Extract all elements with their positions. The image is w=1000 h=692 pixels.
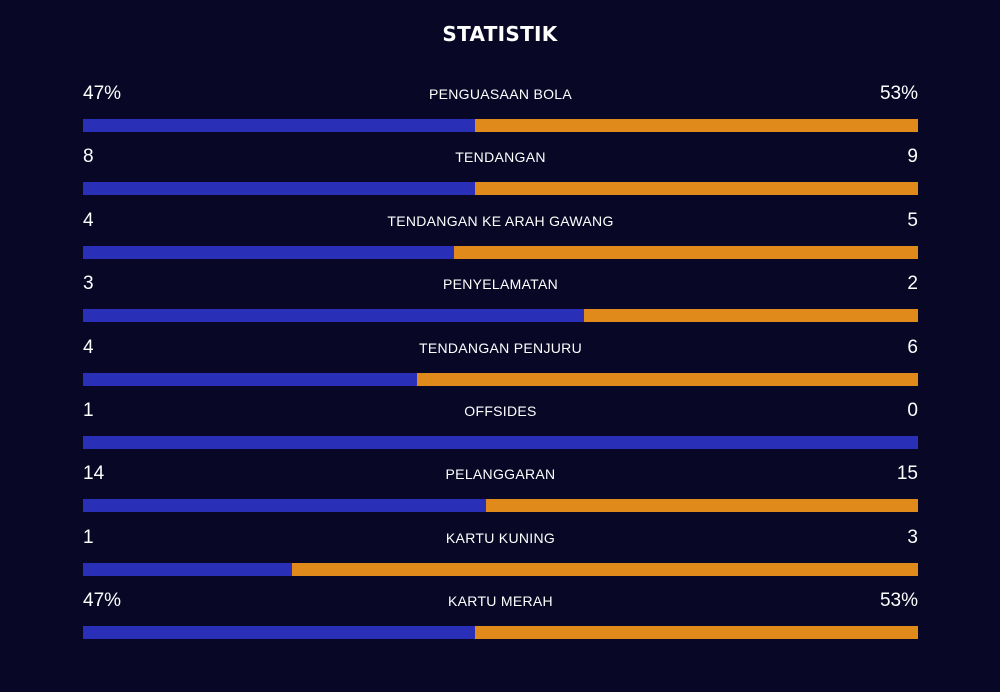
away-bar-segment (417, 372, 918, 386)
away-value: 53% (879, 590, 918, 612)
home-value: 47% (83, 590, 122, 612)
stat-bar (83, 435, 918, 449)
away-value: 6 (907, 336, 918, 358)
away-bar-segment (475, 182, 918, 196)
home-value: 1 (83, 526, 94, 548)
home-bar-segment (83, 372, 417, 386)
stat-bar (83, 119, 918, 132)
stat-label: KARTU MERAH (448, 593, 553, 610)
stat-row-shots-on-target: 4 TENDANGAN KE ARAH GAWANG 5 (83, 205, 918, 268)
stat-row-yellow-cards: 1 KARTU KUNING 3 (83, 522, 918, 585)
stat-row-offsides: 1 OFFSIDES 0 (83, 395, 918, 458)
away-bar-segment (291, 562, 918, 576)
stat-label: TENDANGAN KE ARAH GAWANG (387, 212, 614, 229)
home-value: 4 (83, 209, 94, 231)
stat-row-red-cards: 47% KARTU MERAH 53% (83, 585, 918, 648)
home-bar-segment (83, 182, 476, 196)
stat-bar (83, 499, 918, 513)
away-value: 15 (896, 463, 918, 485)
away-bar-segment (486, 499, 918, 513)
away-value: 5 (907, 209, 918, 231)
stat-bar (83, 372, 918, 386)
stat-row-corners: 4 TENDANGAN PENJURU 6 (83, 332, 918, 395)
home-bar-segment (83, 435, 918, 449)
away-bar-segment (453, 245, 918, 259)
home-bar-segment (83, 119, 476, 132)
away-value: 3 (907, 526, 918, 548)
stat-label: PENGUASAAN BOLA (429, 86, 572, 102)
home-bar-segment (83, 309, 584, 323)
stats-list: 47% PENGUASAAN BOLA 53% 8 TENDANGAN 9 4 … (83, 78, 918, 649)
stat-bar (83, 562, 918, 576)
home-value: 14 (83, 463, 105, 485)
stat-label: PENYELAMATAN (442, 276, 559, 293)
stat-row-saves: 3 PENYELAMATAN 2 (83, 268, 918, 331)
away-value: 2 (907, 273, 918, 295)
stat-row-fouls: 14 PELANGGARAN 15 (83, 458, 918, 521)
home-value: 8 (83, 146, 94, 168)
away-bar-segment (584, 309, 918, 323)
home-bar-segment (83, 562, 292, 576)
away-bar-segment (475, 119, 918, 132)
stat-label: TENDANGAN (455, 149, 546, 166)
page-title: STATISTIK (442, 22, 558, 46)
home-value: 3 (83, 273, 94, 295)
stat-bar (83, 245, 918, 259)
away-value: 53% (879, 83, 918, 104)
stat-label: OFFSIDES (464, 402, 537, 419)
stat-bar (83, 182, 918, 196)
home-bar-segment (83, 499, 487, 513)
stat-row-shots: 8 TENDANGAN 9 (83, 141, 918, 204)
stat-label: PELANGGARAN (445, 466, 556, 483)
away-bar-segment (475, 626, 918, 640)
home-bar-segment (83, 245, 454, 259)
away-value: 9 (907, 146, 918, 168)
stat-label: TENDANGAN PENJURU (418, 339, 582, 356)
stat-label: KARTU KUNING (445, 529, 556, 546)
away-value: 0 (907, 399, 918, 421)
home-value: 47% (83, 83, 122, 104)
home-value: 1 (83, 399, 94, 421)
home-bar-segment (83, 626, 476, 640)
home-value: 4 (83, 336, 94, 358)
stat-bar (83, 626, 918, 640)
stat-row-possession: 47% PENGUASAAN BOLA 53% (83, 78, 918, 141)
stat-bar (83, 309, 918, 323)
